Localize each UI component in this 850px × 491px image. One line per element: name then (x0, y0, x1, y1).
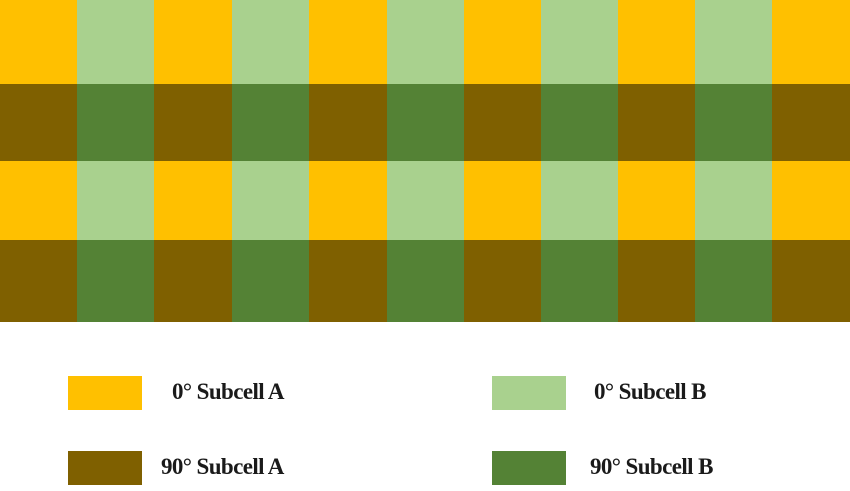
grid-cell-subcell-b-0 (387, 0, 464, 84)
legend-swatch-0-subcell-b (492, 376, 566, 410)
grid-cell-subcell-a-0 (618, 161, 695, 240)
legend-swatch-90-subcell-b (492, 451, 566, 485)
grid-cell-subcell-b-90 (387, 84, 464, 161)
grid-cell-subcell-a-0 (309, 161, 387, 240)
grid-cell-subcell-a-90 (309, 240, 387, 322)
legend-label-90-subcell-a: 90° Subcell A (161, 454, 284, 479)
grid-cell-subcell-b-0 (541, 0, 618, 84)
grid-cell-subcell-a-90 (618, 84, 695, 161)
grid-cell-subcell-a-0 (0, 161, 77, 240)
grid-cell-subcell-b-90 (232, 240, 309, 322)
grid-cell-subcell-a-90 (618, 240, 695, 322)
grid-cell-subcell-b-90 (541, 240, 618, 322)
grid-cell-subcell-a-0 (772, 161, 850, 240)
grid-cell-subcell-b-0 (232, 0, 309, 84)
grid-cell-subcell-a-90 (0, 84, 77, 161)
grid-cell-subcell-a-90 (0, 240, 77, 322)
grid-cell-subcell-b-0 (695, 161, 772, 240)
grid-cell-subcell-b-90 (541, 84, 618, 161)
grid-cell-subcell-a-90 (772, 84, 850, 161)
grid-cell-subcell-a-90 (464, 84, 541, 161)
grid-cell-subcell-b-90 (77, 84, 154, 161)
grid-cell-subcell-a-0 (618, 0, 695, 84)
legend-swatch-90-subcell-a (68, 451, 142, 485)
grid-cell-subcell-b-0 (77, 161, 154, 240)
grid-cell-subcell-a-0 (464, 0, 541, 84)
grid-cell-subcell-b-0 (232, 161, 309, 240)
grid-cell-subcell-a-90 (309, 84, 387, 161)
grid-cell-subcell-b-0 (695, 0, 772, 84)
grid-cell-subcell-a-90 (464, 240, 541, 322)
grid-cell-subcell-b-0 (77, 0, 154, 84)
legend-swatch-0-subcell-a (68, 376, 142, 410)
grid-cell-subcell-b-90 (695, 84, 772, 161)
grid-cell-subcell-a-0 (0, 0, 77, 84)
grid-cell-subcell-a-0 (772, 0, 850, 84)
grid-cell-subcell-a-0 (154, 161, 232, 240)
grid-cell-subcell-b-90 (77, 240, 154, 322)
grid-cell-subcell-b-90 (387, 240, 464, 322)
legend-label-0-subcell-b: 0° Subcell B (594, 379, 707, 404)
subcell-grid (0, 0, 850, 322)
grid-cell-subcell-b-90 (695, 240, 772, 322)
grid-cell-subcell-a-90 (154, 84, 232, 161)
legend-label-0-subcell-a: 0° Subcell A (172, 379, 285, 404)
grid-cell-subcell-a-90 (154, 240, 232, 322)
legend-label-90-subcell-b: 90° Subcell B (590, 454, 713, 479)
grid-cell-subcell-a-0 (154, 0, 232, 84)
grid-cell-subcell-b-0 (387, 161, 464, 240)
grid-cell-subcell-a-90 (772, 240, 850, 322)
grid-cell-subcell-b-90 (232, 84, 309, 161)
grid-cell-subcell-b-0 (541, 161, 618, 240)
grid-cell-subcell-a-0 (464, 161, 541, 240)
grid-cell-subcell-a-0 (309, 0, 387, 84)
